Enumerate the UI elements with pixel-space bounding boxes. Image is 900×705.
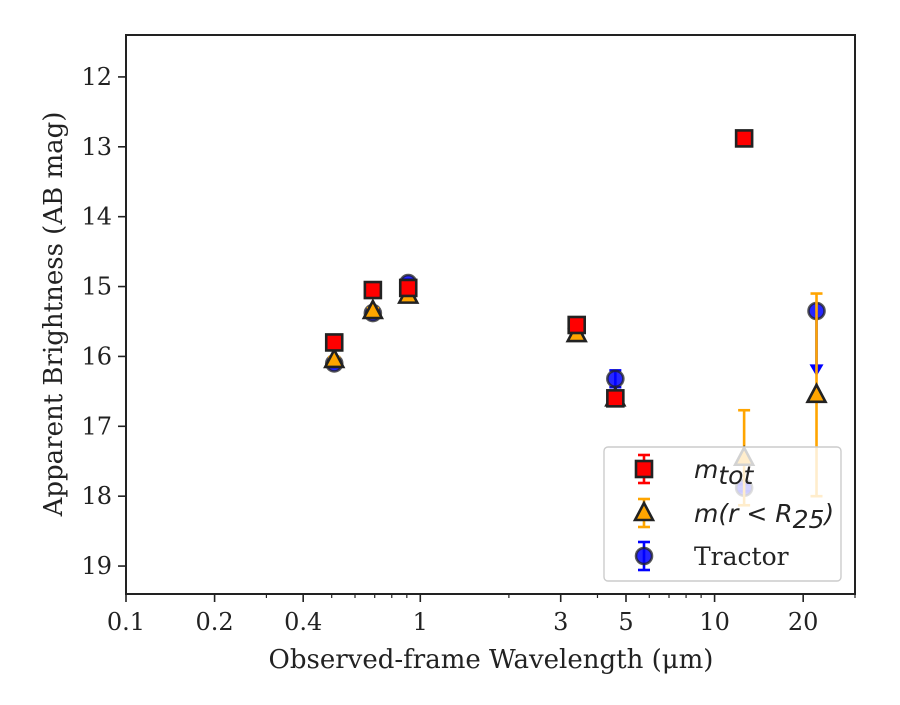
legend-label: mtot xyxy=(694,455,754,490)
x-tick-label: 1 xyxy=(413,608,428,636)
data-point-triangle xyxy=(805,382,828,404)
y-tick-label: 17 xyxy=(81,412,112,440)
y-tick-label: 18 xyxy=(81,482,112,510)
data-point-square xyxy=(324,333,344,352)
x-tick-label: 3 xyxy=(553,608,568,636)
x-tick-label: 0.4 xyxy=(284,608,322,636)
y-tick-label: 15 xyxy=(81,273,112,301)
data-point-triangle xyxy=(361,298,385,320)
data-point-circle xyxy=(606,369,625,389)
legend-label: m(r < R25) xyxy=(694,499,834,534)
legend-marker-square xyxy=(634,459,654,479)
data-point-square xyxy=(734,129,754,148)
x-tick-label: 0.1 xyxy=(107,608,145,636)
x-tick-label: 10 xyxy=(699,608,730,636)
x-tick-label: 0.2 xyxy=(196,608,234,636)
y-tick-label: 19 xyxy=(81,552,112,580)
legend-item-triangle: m(r < R25) xyxy=(632,497,834,534)
y-axis-label: Apparent Brightness (AB mag) xyxy=(39,112,69,518)
y-tick-label: 14 xyxy=(81,203,112,231)
y-tick-label: 12 xyxy=(81,63,112,91)
legend-marker-triangle xyxy=(632,500,656,522)
x-tick-label: 20 xyxy=(788,608,819,636)
legend-marker-circle xyxy=(634,546,654,566)
legend: mtot m(r < R25) Tractor xyxy=(603,446,842,582)
y-tick-label: 13 xyxy=(81,133,112,161)
y-tick-label: 16 xyxy=(81,342,112,370)
data-point-square xyxy=(363,280,383,300)
x-tick-label: 5 xyxy=(618,608,633,636)
data-point-square xyxy=(398,278,418,298)
data-point-square xyxy=(606,389,625,408)
plot-frame xyxy=(125,34,856,595)
legend-item-square: mtot xyxy=(634,453,754,490)
legend-box xyxy=(603,446,842,582)
legend-label: Tractor xyxy=(694,542,789,571)
legend-item-circle: Tractor xyxy=(634,540,789,572)
data-point-triangle xyxy=(323,347,346,369)
x-axis-label: Observed-frame Wavelength (μm) xyxy=(269,645,714,675)
data-point-square xyxy=(567,315,587,335)
series-square xyxy=(324,129,754,408)
